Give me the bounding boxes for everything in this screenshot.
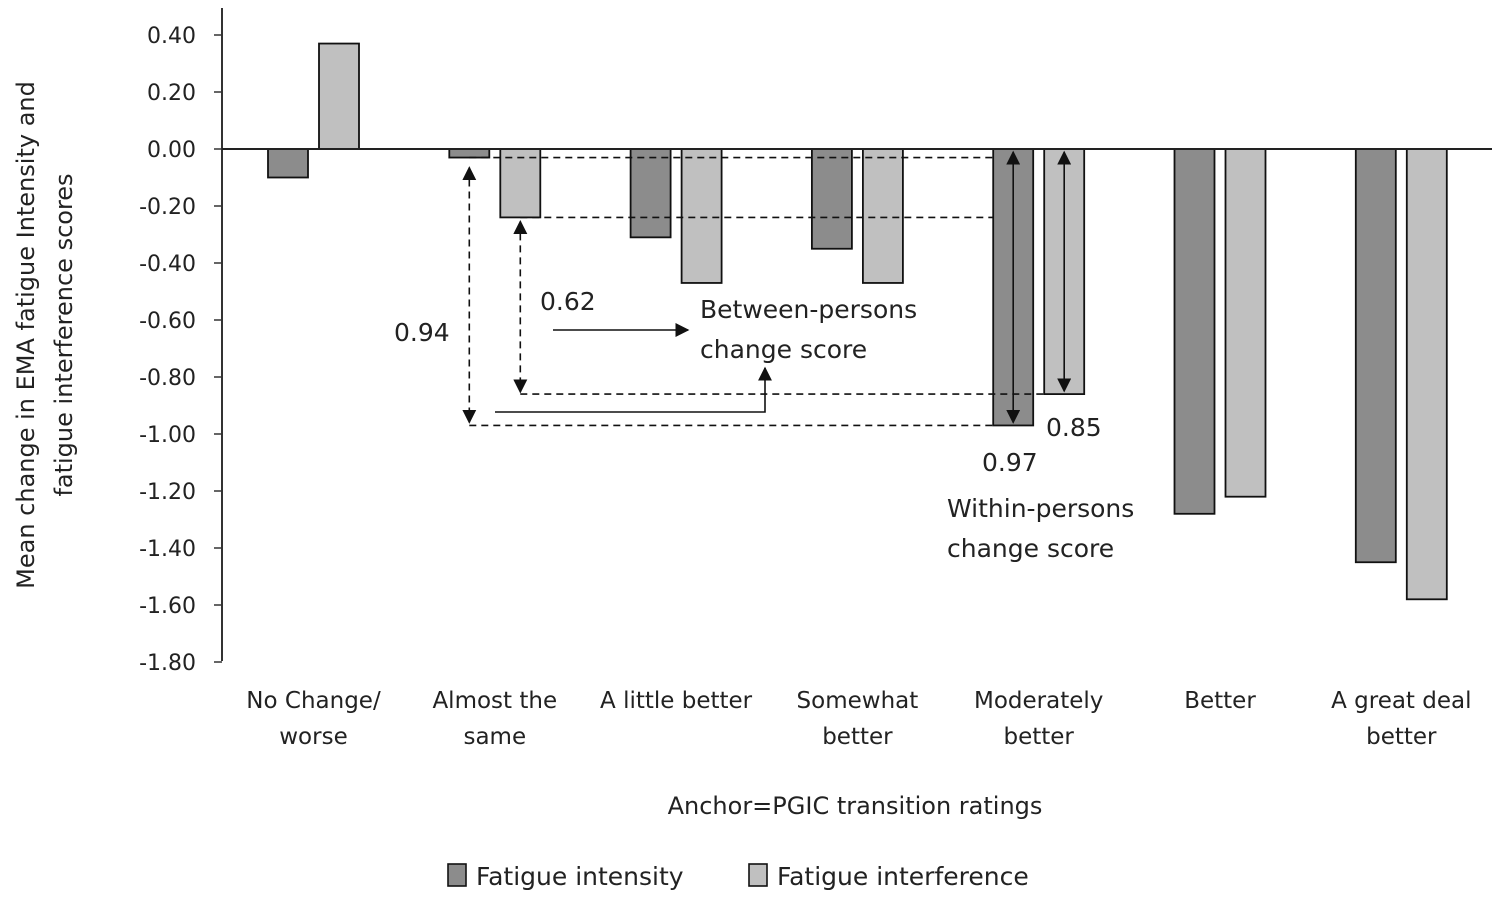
bar-fatigue-interference (499, 148, 542, 219)
bar-fatigue-interference (862, 148, 904, 284)
category-label: better (1003, 724, 1074, 750)
legend-swatch (447, 863, 467, 887)
bar-fatigue-interference (1224, 148, 1267, 498)
y-tick-label: -1.60 (139, 594, 196, 619)
between-intensity-value: 0.94 (394, 318, 450, 347)
within-persons-label: Within-persons (947, 494, 1134, 523)
within-interference-value: 0.85 (1046, 413, 1102, 442)
y-tick-label: 0.00 (147, 138, 196, 163)
legend: Fatigue intensity Fatigue interference (447, 862, 1029, 891)
within-persons-label: change score (947, 534, 1114, 563)
bar-fatigue-intensity (448, 148, 491, 159)
x-axis-labels: No Change/worse Almost the same A little be… (246, 688, 1471, 750)
bar-fatigue-intensity (629, 148, 672, 239)
y-axis-title-line: Mean change in EMA fatigue Intensity and (12, 81, 40, 589)
category-label: worse (279, 724, 347, 750)
category-label: better (1366, 724, 1437, 750)
legend-label: Fatigue intensity (476, 862, 684, 891)
y-tick-label: -0.80 (139, 366, 196, 391)
between-persons-label: Between-persons (700, 295, 917, 324)
category-label: better (822, 724, 893, 750)
y-tick-label: -0.40 (139, 252, 196, 277)
legend-label: Fatigue interference (777, 862, 1029, 891)
y-axis: 0.40 0.20 0.00 -0.20 -0.40 -0.60 -0.80 -1.00 -1.… (139, 8, 223, 676)
legend-swatch (748, 863, 768, 887)
pointer-arrow (495, 366, 772, 413)
x-axis-title: Anchor=PGIC transition ratings (668, 792, 1043, 820)
category-label: Somewhat (797, 688, 919, 714)
y-tick-label: -0.20 (139, 195, 196, 220)
y-tick-label: -0.60 (139, 309, 196, 334)
y-axis-title: Mean change in EMA fatigue Intensity and… (12, 81, 78, 589)
category-label: Moderately (974, 688, 1103, 714)
y-tick-label: -1.80 (139, 651, 196, 676)
category-label: Better (1184, 688, 1256, 714)
bar-fatigue-intensity (267, 148, 309, 179)
category-label: A great deal (1331, 688, 1471, 714)
category-label: Almost the (432, 688, 557, 714)
bar-fatigue-intensity (1354, 148, 1397, 564)
y-tick-label: 0.40 (147, 24, 196, 49)
y-tick-label: -1.40 (139, 537, 196, 562)
bar-fatigue-interference (1405, 148, 1448, 601)
between-interference-value: 0.62 (540, 287, 596, 316)
category-label: A little better (600, 688, 753, 714)
bar-fatigue-interference (318, 42, 360, 150)
y-tick-label: 0.20 (147, 81, 196, 106)
within-intensity-value: 0.97 (982, 448, 1038, 477)
between-persons-label: change score (700, 335, 867, 364)
bar-fatigue-intensity (811, 148, 853, 250)
annotations: 0.94 0.62 Between-persons change score 0.85 0… (394, 150, 1134, 563)
bar-fatigue-interference (680, 148, 723, 284)
bar-fatigue-intensity (1173, 148, 1216, 515)
category-label: No Change/ (246, 688, 381, 714)
category-label: same (463, 724, 526, 750)
y-tick-label: -1.20 (139, 480, 196, 505)
y-tick-label: -1.00 (139, 423, 196, 448)
y-axis-title-line: fatigue interference scores (50, 173, 78, 496)
